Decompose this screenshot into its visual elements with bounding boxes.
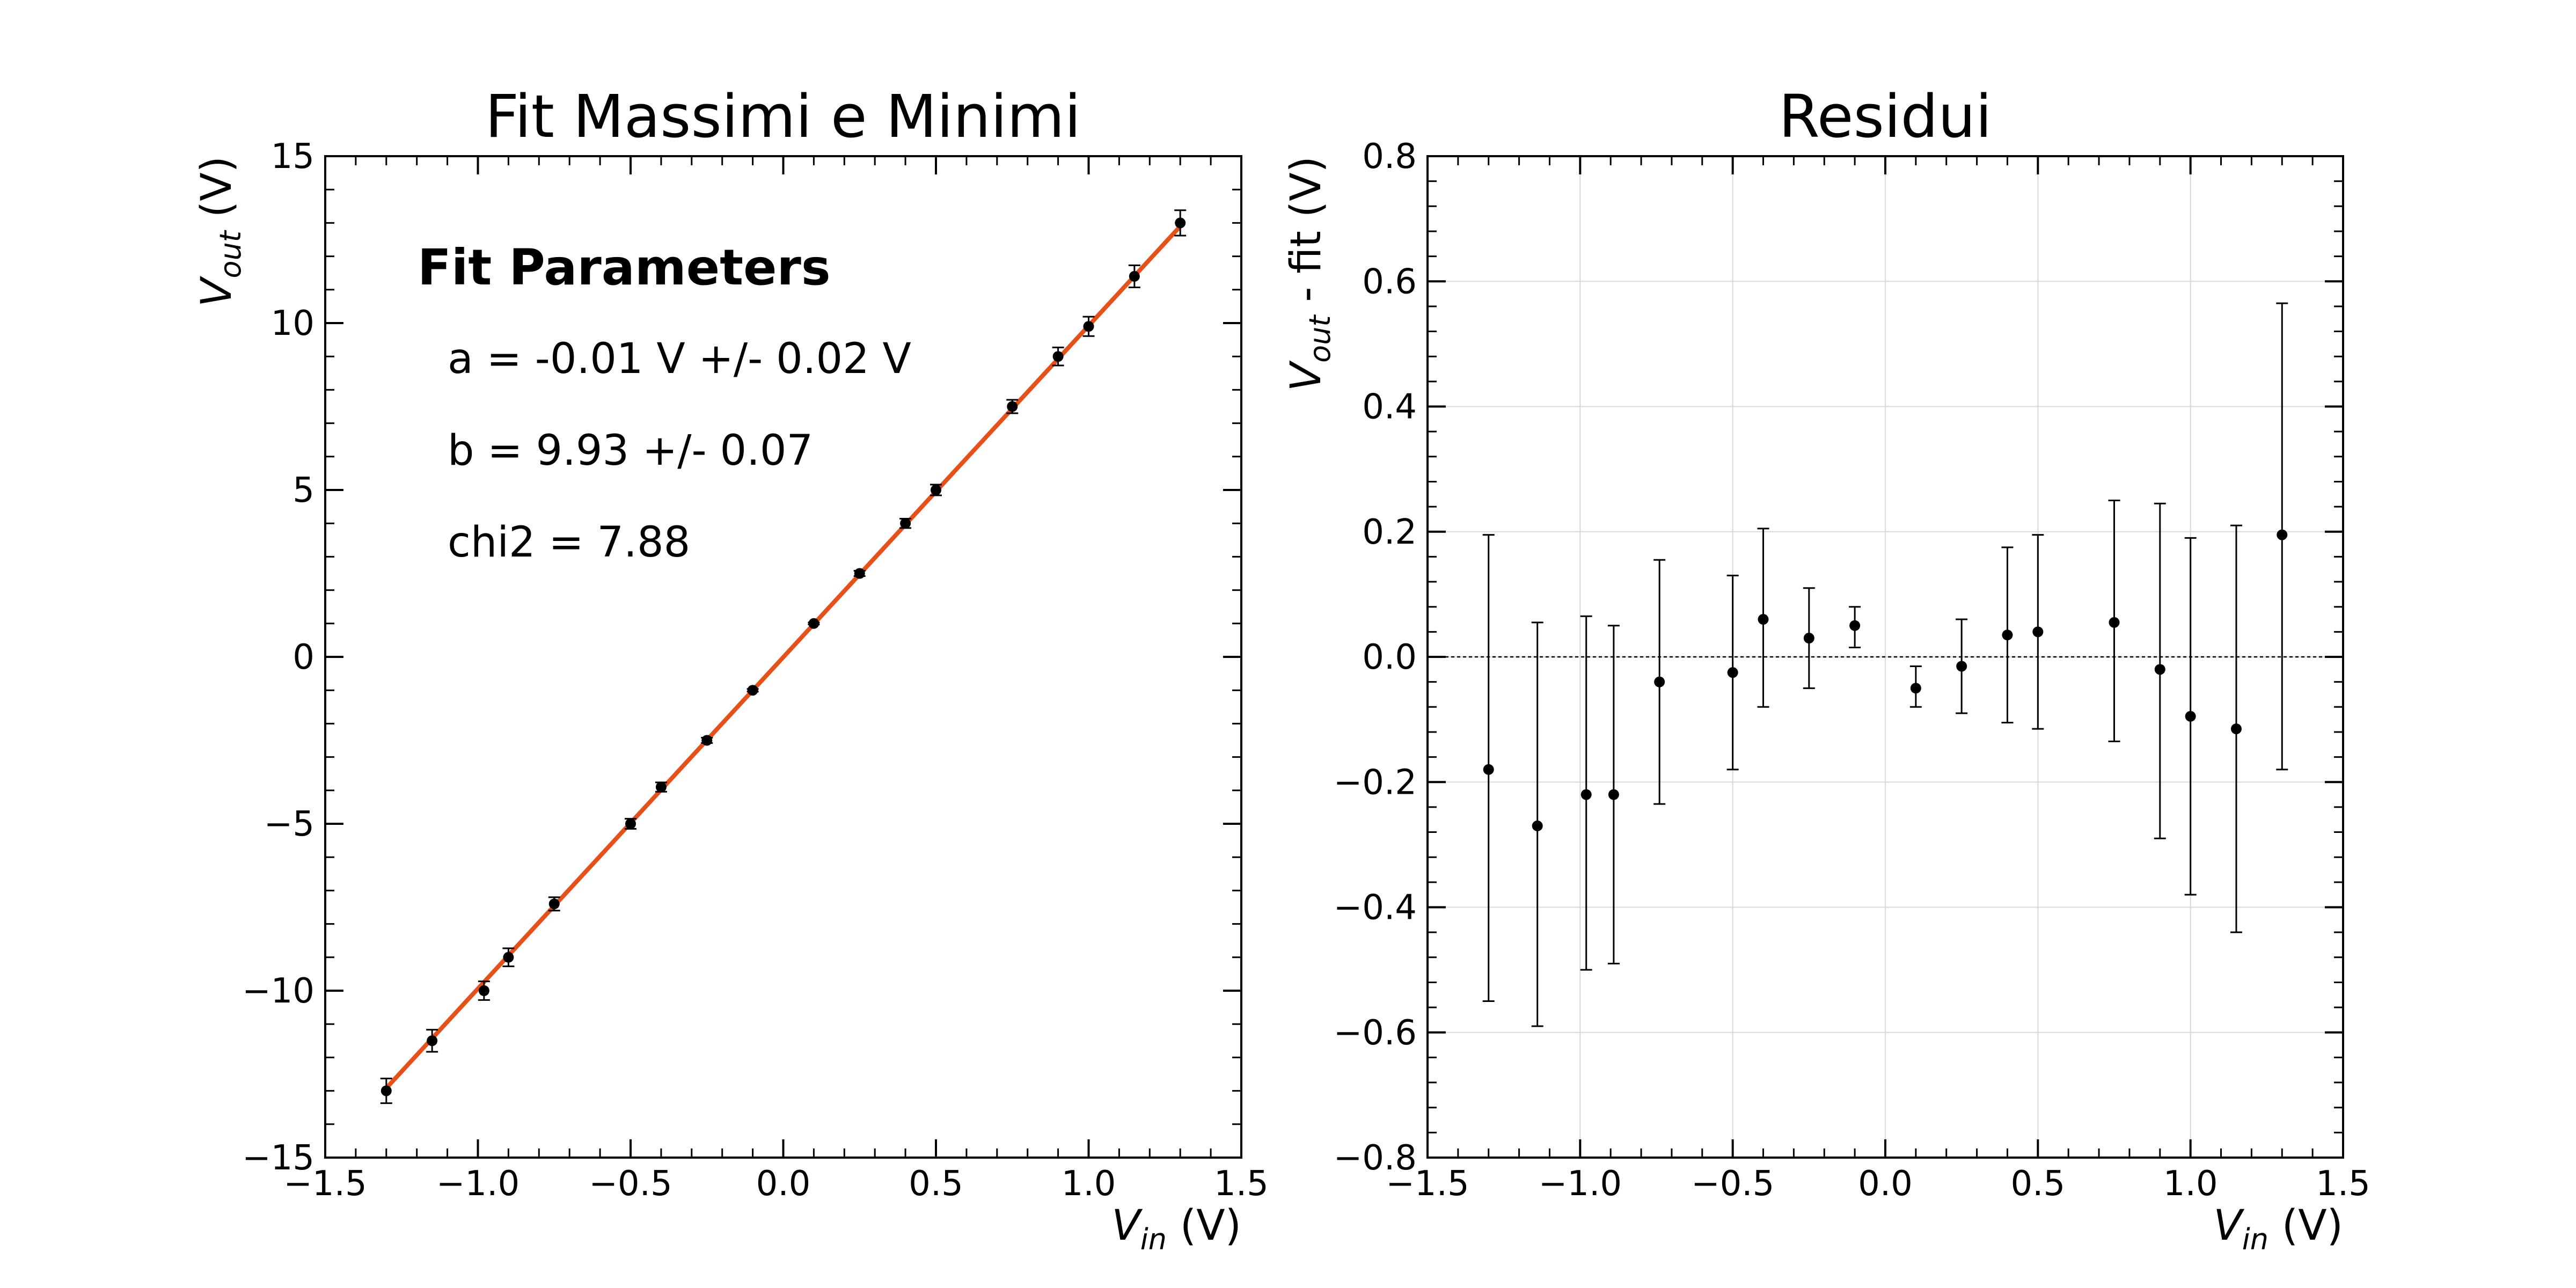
residuals-data-point	[1608, 789, 1619, 800]
residuals-ticks: −1.5 −1.0 −0.5 0.0 0.5 1.0 1.5 −0.8 −0.6 −0.4 −0.2…	[1334, 137, 2370, 1204]
fit-parameter-b: b = 9.93 +/- 0.07	[448, 427, 813, 475]
residuals-y-tick-label: 0.6	[1362, 262, 1417, 302]
fit-y-tick-label: 0	[292, 638, 314, 677]
fit-data-point	[854, 568, 865, 579]
residuals-data-points	[1482, 302, 2288, 1027]
fit-y-tick-label: 10	[271, 304, 314, 343]
residuals-data-point	[2109, 617, 2120, 628]
residuals-data-point	[2154, 664, 2165, 675]
residuals-plot-frame	[1426, 155, 2344, 1159]
fit-y-tick-label: 15	[271, 137, 314, 177]
fit-y-tick-label: −15	[242, 1138, 314, 1178]
fit-plot-frame	[324, 155, 1242, 1159]
residuals-data-point	[1758, 614, 1769, 625]
fit-data-point	[1175, 217, 1186, 229]
fit-data-point	[1007, 401, 1018, 412]
residuals-data-point	[2032, 626, 2044, 638]
fit-data-point	[427, 1035, 438, 1046]
residuals-y-tick-label: 0.4	[1362, 387, 1417, 427]
residuals-y-tick-label: 0.2	[1362, 513, 1417, 552]
fit-x-tick-label: 1.5	[1214, 1164, 1269, 1204]
residuals-data-point	[2002, 630, 2013, 641]
fit-data-point	[655, 781, 667, 793]
fit-data-point	[625, 818, 636, 829]
residuals-y-tick-label: −0.4	[1334, 888, 1417, 928]
fit-data-point	[701, 735, 713, 746]
residuals-x-tick-label: 0.5	[2010, 1164, 2065, 1204]
fit-data-point	[747, 685, 758, 696]
fit-data-point	[931, 485, 941, 495]
fit-ticks: −1.5 −1.0 −0.5 0.0 0.5 1.0 1.5 −15 −10 −5 0 5 10 15	[242, 137, 1269, 1204]
residuals-x-tick-label: −1.0	[1539, 1164, 1622, 1204]
fit-chart-title: Fit Massimi e Minimi	[485, 82, 1081, 151]
residuals-data-point	[1956, 661, 1967, 672]
fit-parameter-chi2: chi2 = 7.88	[448, 518, 690, 567]
fit-x-tick-label: 0.5	[909, 1164, 963, 1204]
residuals-chart: −1.5 −1.0 −0.5 0.0 0.5 1.0 1.5 −0.8 −0.6 −0.4 −0.2…	[1282, 82, 2370, 1256]
residuals-data-point	[1654, 676, 1665, 687]
residuals-x-axis-label: Vin (V)	[2213, 1202, 2343, 1256]
fit-y-tick-label: −10	[242, 971, 314, 1011]
residuals-data-point	[1483, 764, 1494, 775]
fit-chart: −1.5 −1.0 −0.5 0.0 0.5 1.0 1.5 −15 −10 −5 0 5 10 15 F…	[193, 82, 1269, 1256]
residuals-data-point	[2230, 723, 2242, 735]
fit-x-tick-label: 0.0	[756, 1164, 811, 1204]
fit-line-group	[384, 224, 1182, 1090]
residuals-data-point	[1910, 683, 1921, 694]
residuals-data-point	[1727, 667, 1738, 678]
residuals-y-tick-label: 0.0	[1362, 638, 1417, 677]
fit-data-point	[548, 898, 560, 910]
fit-parameters-heading: Fit Parameters	[418, 239, 831, 296]
residuals-y-axis-label: Vout - fit (V)	[1282, 156, 1337, 391]
fit-y-axis-label: Vout (V)	[193, 156, 247, 307]
residuals-data-point	[1580, 789, 1592, 800]
residuals-data-point	[2185, 711, 2196, 722]
fit-data-points	[380, 209, 1187, 1104]
fit-x-tick-label: 1.0	[1062, 1164, 1116, 1204]
fit-x-tick-label: −1.0	[436, 1164, 519, 1204]
fit-line	[384, 224, 1182, 1090]
fit-y-tick-label: −5	[264, 804, 314, 844]
residuals-y-tick-label: 0.8	[1362, 137, 1417, 177]
fit-y-tick-label: 5	[292, 471, 314, 510]
fit-data-point	[900, 518, 911, 529]
residuals-data-point	[1803, 633, 1814, 644]
residuals-y-tick-label: −0.6	[1334, 1013, 1417, 1053]
fit-parameter-a: a = -0.01 V +/- 0.02 V	[448, 335, 911, 383]
fit-data-point	[1052, 351, 1064, 362]
fit-data-point	[380, 1085, 392, 1096]
fit-data-point	[503, 952, 514, 963]
fit-data-point	[808, 618, 819, 629]
fit-x-tick-label: −0.5	[589, 1164, 672, 1204]
fit-parameters-box: Fit Parameters a = -0.01 V +/- 0.02 V b …	[418, 239, 911, 567]
fit-data-point	[478, 985, 489, 996]
residuals-x-tick-label: −1.5	[1386, 1164, 1469, 1204]
residuals-data-point	[2277, 529, 2288, 540]
fit-x-axis-label: Vin (V)	[1111, 1202, 1241, 1256]
residuals-data-point	[1849, 620, 1861, 631]
residuals-x-tick-label: 0.0	[1858, 1164, 1913, 1204]
residuals-y-tick-label: −0.2	[1334, 763, 1417, 802]
residuals-y-tick-label: −0.8	[1334, 1138, 1417, 1178]
fit-data-point	[1129, 270, 1140, 282]
fit-data-point	[1083, 321, 1094, 332]
residuals-x-tick-label: 1.5	[2316, 1164, 2370, 1204]
fit-x-tick-label: −1.5	[283, 1164, 367, 1204]
residuals-x-tick-label: 1.0	[2163, 1164, 2218, 1204]
residuals-chart-title: Residui	[1779, 82, 1992, 151]
residuals-data-point	[1532, 820, 1543, 831]
residuals-x-tick-label: −0.5	[1691, 1164, 1774, 1204]
